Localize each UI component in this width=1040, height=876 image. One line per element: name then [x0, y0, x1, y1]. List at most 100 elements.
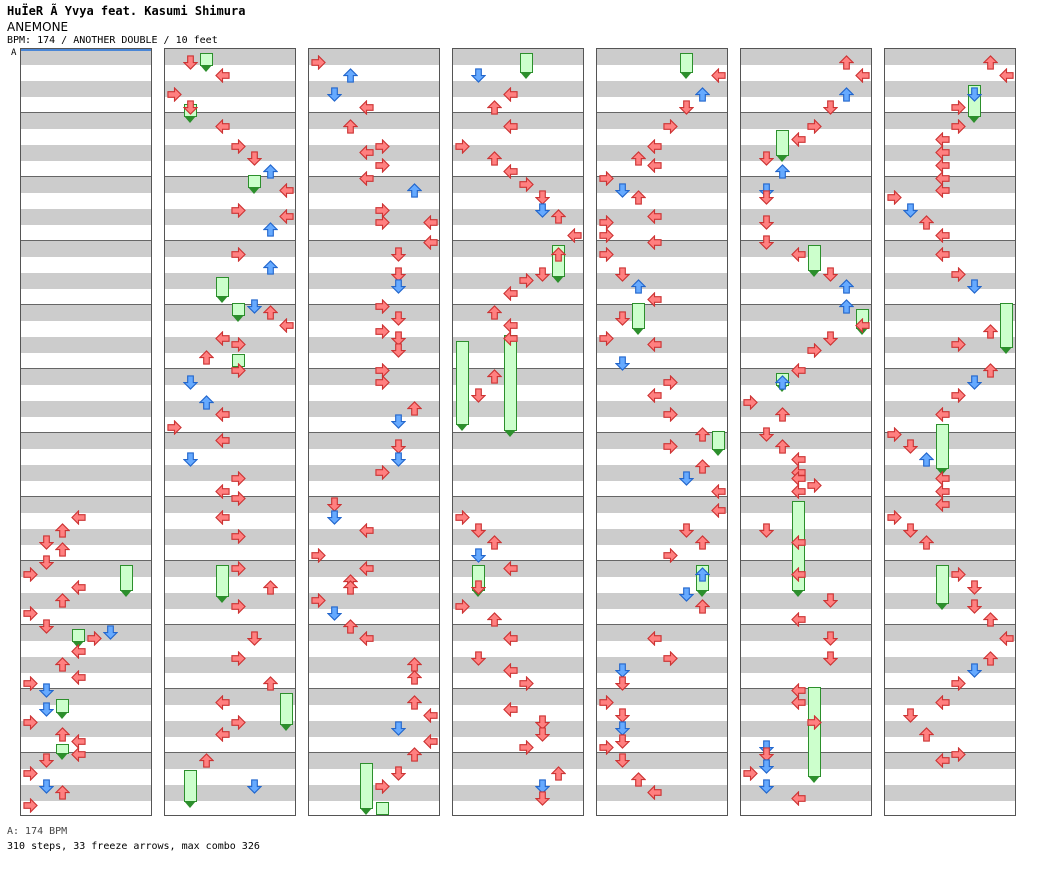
arrow-right-icon — [359, 100, 374, 115]
freeze-arrow — [200, 53, 213, 73]
arrow-right-icon — [215, 433, 230, 448]
arrow-left-icon — [231, 491, 246, 506]
measure-line — [453, 624, 583, 625]
measure-line — [21, 688, 151, 689]
arrow-left-icon — [231, 561, 246, 576]
arrow-left-icon — [519, 177, 534, 192]
arrow-right-icon — [791, 567, 806, 582]
arrow-right-icon — [791, 695, 806, 710]
arrow-left-icon — [311, 55, 326, 70]
arrow-down-icon — [903, 523, 918, 538]
arrow-right-icon — [935, 497, 950, 512]
measure-line — [453, 368, 583, 369]
measure-line — [597, 688, 727, 689]
freeze-arrow — [184, 769, 197, 809]
arrow-down-icon — [535, 791, 550, 806]
arrow-down-icon — [39, 683, 54, 698]
arrow-up-icon — [631, 190, 646, 205]
arrow-left-icon — [231, 203, 246, 218]
arrow-up-icon — [199, 753, 214, 768]
arrow-right-icon — [423, 235, 438, 250]
arrow-down-icon — [247, 151, 262, 166]
arrow-up-icon — [263, 222, 278, 237]
arrow-down-icon — [391, 247, 406, 262]
arrow-right-icon — [647, 209, 662, 224]
arrow-down-icon — [615, 753, 630, 768]
arrow-down-icon — [391, 279, 406, 294]
arrow-up-icon — [919, 727, 934, 742]
arrow-up-icon — [343, 68, 358, 83]
arrow-down-icon — [391, 452, 406, 467]
freeze-arrow — [216, 565, 229, 604]
arrow-left-icon — [743, 766, 758, 781]
freeze-arrow — [520, 53, 533, 79]
arrow-up-icon — [775, 407, 790, 422]
arrow-down-icon — [615, 311, 630, 326]
chart-column-3 — [308, 48, 440, 816]
measure-line — [165, 688, 295, 689]
measure-line — [21, 368, 151, 369]
arrow-up-icon — [983, 651, 998, 666]
measure-line — [741, 176, 871, 177]
arrow-down-icon — [183, 55, 198, 70]
arrow-left-icon — [23, 766, 38, 781]
arrow-right-icon — [791, 132, 806, 147]
arrow-right-icon — [359, 523, 374, 538]
measure-line — [21, 496, 151, 497]
arrow-right-icon — [935, 407, 950, 422]
arrow-up-icon — [407, 183, 422, 198]
arrow-down-icon — [759, 427, 774, 442]
arrow-right-icon — [423, 708, 438, 723]
measure-line — [165, 752, 295, 753]
arrow-left-icon — [951, 267, 966, 282]
measure-line — [165, 304, 295, 305]
arrow-left-icon — [599, 331, 614, 346]
arrow-up-icon — [695, 87, 710, 102]
measure-line — [885, 496, 1015, 497]
arrow-up-icon — [407, 670, 422, 685]
arrow-up-icon — [983, 324, 998, 339]
measure-line — [741, 752, 871, 753]
measure-line — [309, 432, 439, 433]
arrow-left-icon — [375, 324, 390, 339]
measure-line — [741, 432, 871, 433]
arrow-down-icon — [247, 779, 262, 794]
freeze-arrow — [808, 245, 821, 277]
arrow-down-icon — [471, 68, 486, 83]
arrow-left-icon — [519, 273, 534, 288]
arrow-left-icon — [375, 465, 390, 480]
measure-line — [885, 624, 1015, 625]
arrow-down-icon — [615, 183, 630, 198]
arrow-up-icon — [839, 87, 854, 102]
arrow-up-icon — [839, 299, 854, 314]
arrow-left-icon — [951, 747, 966, 762]
arrow-up-icon — [695, 535, 710, 550]
measure-line — [597, 496, 727, 497]
arrow-right-icon — [503, 87, 518, 102]
arrow-left-icon — [887, 427, 902, 442]
measure-line — [21, 560, 151, 561]
arrow-left-icon — [375, 299, 390, 314]
arrow-down-icon — [679, 587, 694, 602]
arrow-left-icon — [87, 631, 102, 646]
measure-line — [741, 240, 871, 241]
arrow-down-icon — [39, 779, 54, 794]
arrow-left-icon — [951, 100, 966, 115]
arrow-down-icon — [39, 555, 54, 570]
measure-line — [453, 304, 583, 305]
arrow-right-icon — [423, 734, 438, 749]
measure-line — [741, 560, 871, 561]
arrow-right-icon — [935, 695, 950, 710]
arrow-left-icon — [951, 388, 966, 403]
arrow-down-icon — [247, 299, 262, 314]
measure-line — [885, 432, 1015, 433]
arrow-right-icon — [855, 68, 870, 83]
arrow-left-icon — [23, 567, 38, 582]
arrow-right-icon — [71, 747, 86, 762]
arrow-down-icon — [103, 625, 118, 640]
arrow-up-icon — [487, 100, 502, 115]
arrow-left-icon — [231, 247, 246, 262]
freeze-arrow — [56, 699, 69, 719]
arrow-up-icon — [631, 772, 646, 787]
arrow-right-icon — [215, 510, 230, 525]
